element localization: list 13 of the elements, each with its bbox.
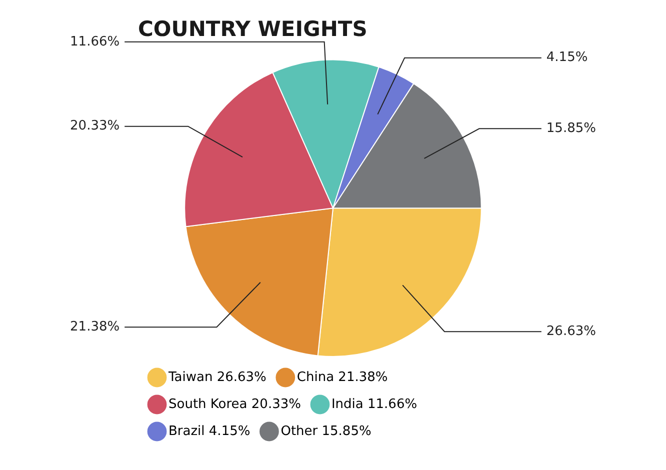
- data-label: 11.66%: [70, 34, 120, 50]
- legend-label: Brazil 4.15%: [168, 424, 250, 439]
- data-label: 20.33%: [70, 118, 120, 134]
- data-label: 26.63%: [546, 324, 596, 340]
- legend-label: South Korea 20.33%: [168, 396, 301, 412]
- legend-label: Other 15.85%: [280, 424, 372, 439]
- data-label: 21.38%: [70, 319, 120, 334]
- legend-label: Taiwan 26.63%: [168, 370, 266, 385]
- legend-label: China 21.38%: [296, 370, 388, 385]
- data-label: 4.15%: [546, 50, 588, 66]
- data-label: 15.85%: [546, 121, 596, 136]
- chart-title: COUNTRY WEIGHTS: [138, 17, 368, 42]
- legend-label: India 11.66%: [331, 396, 418, 412]
